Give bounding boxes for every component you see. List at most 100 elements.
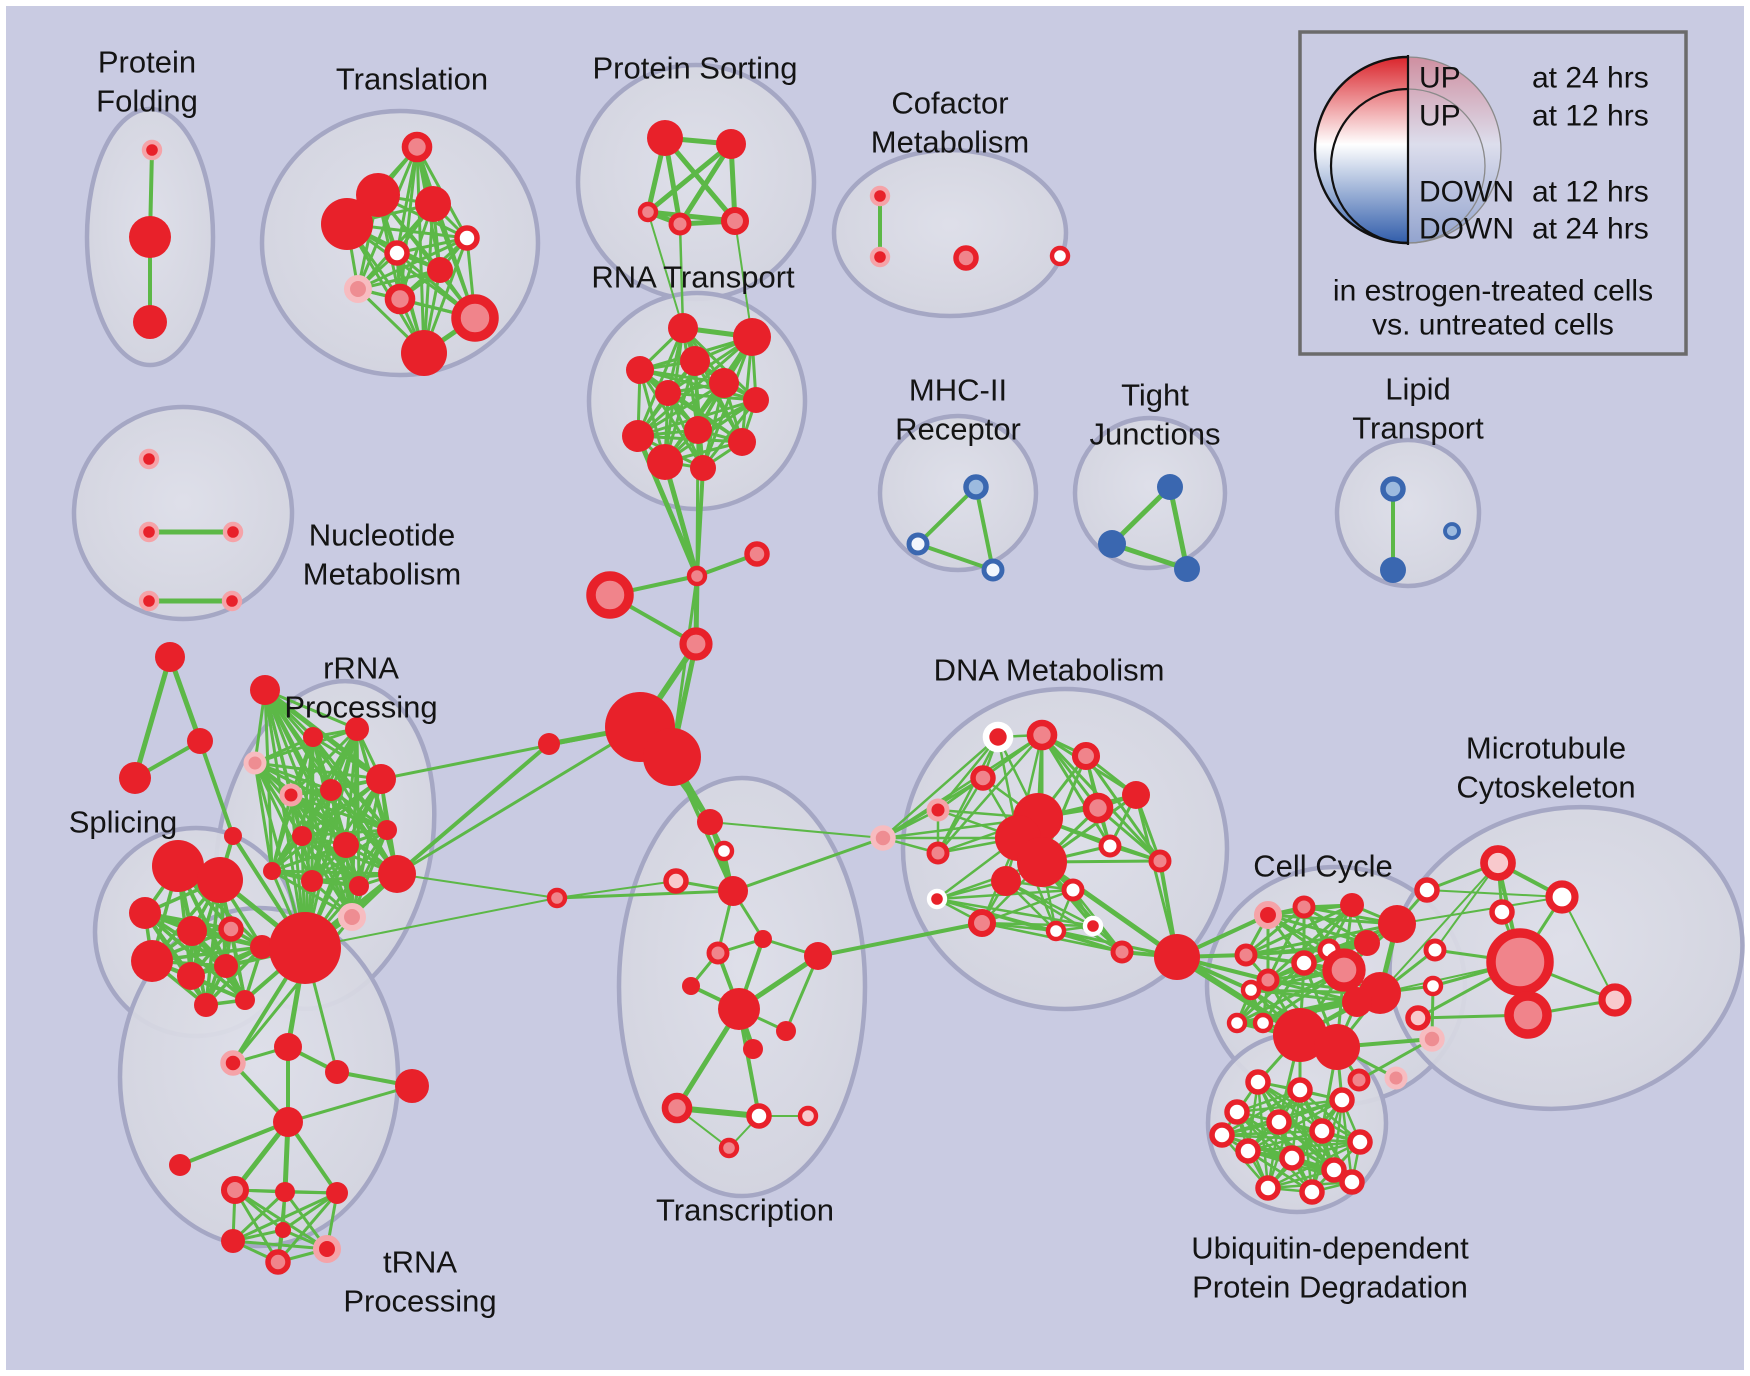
network-edge — [638, 368, 758, 402]
network-node — [991, 866, 1021, 896]
network-node — [713, 840, 735, 862]
network-node — [1378, 905, 1416, 943]
network-node — [454, 225, 480, 251]
network-node — [697, 809, 723, 835]
network-edge — [1235, 1098, 1344, 1114]
network-edge — [198, 739, 235, 838]
network-edge — [178, 1120, 290, 1167]
network-node — [1339, 1169, 1365, 1195]
network-node — [1314, 1024, 1360, 1070]
network-node — [1122, 781, 1150, 809]
network-edge — [262, 687, 384, 782]
network-node — [647, 444, 683, 480]
network-node — [356, 173, 400, 217]
network-node — [1245, 1069, 1271, 1095]
network-node — [1235, 1138, 1261, 1164]
network-edge — [1266, 905, 1306, 982]
network-node — [384, 240, 410, 266]
network-edge — [662, 459, 700, 579]
network-edge — [980, 888, 1075, 925]
network-edge — [1220, 1129, 1324, 1137]
network-edge — [916, 485, 978, 546]
network-node — [1347, 1068, 1371, 1092]
network-node — [138, 590, 160, 612]
cluster-rrna-processing-label: rRNA — [323, 651, 399, 686]
network-edge — [253, 761, 274, 873]
legend-time-label: at 24 hrs — [1532, 62, 1649, 95]
network-edge — [270, 777, 383, 873]
network-node — [312, 1234, 342, 1264]
network-node — [686, 565, 708, 587]
network-edge — [1244, 905, 1306, 957]
network-node — [718, 876, 748, 906]
network-node — [141, 139, 163, 161]
network-node — [1423, 938, 1447, 962]
cluster-protein-sorting-label: Protein Sorting — [592, 51, 797, 86]
network-edge — [379, 725, 642, 781]
network-edge — [670, 574, 699, 759]
network-node — [169, 1154, 191, 1176]
network-node — [131, 940, 173, 982]
cluster-cofactor-metabolism-label: Metabolism — [871, 125, 1030, 160]
legend-direction-label: DOWN — [1419, 213, 1514, 246]
network-node — [1291, 950, 1317, 976]
cluster-protein-folding-label: Protein — [98, 45, 196, 80]
network-node — [655, 380, 681, 406]
network-edge — [1396, 896, 1563, 925]
network-node — [1017, 837, 1067, 887]
network-node — [926, 798, 950, 822]
network-node — [718, 988, 760, 1030]
network-node — [1256, 968, 1280, 992]
network-node — [263, 862, 281, 880]
network-node — [1322, 948, 1366, 992]
cluster-nucleotide-metabolism-ellipse — [71, 404, 295, 622]
network-edge — [709, 821, 884, 839]
legend-note-line: in estrogen-treated cells — [1333, 275, 1653, 308]
network-edge — [1434, 862, 1499, 951]
network-node — [378, 855, 416, 893]
network-edge — [556, 880, 677, 899]
network-node — [622, 420, 654, 452]
network-node — [1380, 476, 1406, 502]
network-node — [1209, 1122, 1235, 1148]
network-edge — [276, 1191, 339, 1264]
network-node — [235, 990, 255, 1010]
network-node — [366, 764, 396, 794]
legend-time-label: at 12 hrs — [1532, 100, 1649, 133]
network-nodes — [119, 120, 1632, 1275]
network-edge — [356, 145, 419, 291]
network-node — [1174, 556, 1200, 582]
network-edge — [916, 542, 995, 572]
cluster-rna-transport-label: RNA Transport — [591, 260, 795, 295]
network-node — [728, 428, 756, 456]
network-node — [194, 993, 218, 1017]
network-edge — [1379, 862, 1499, 994]
network-node — [754, 930, 772, 948]
network-node — [321, 198, 373, 250]
network-node — [1504, 991, 1552, 1039]
network-node — [1419, 1026, 1445, 1052]
network-node — [870, 825, 896, 851]
network-edge — [395, 742, 551, 876]
network-edge — [1266, 913, 1399, 926]
legend-inner-ring-left-arc — [1329, 87, 1409, 245]
network-node — [177, 962, 205, 990]
network-node — [1273, 1008, 1327, 1062]
cluster-microtubule-cytoskeleton-label: Cytoskeleton — [1456, 770, 1635, 805]
network-edge — [356, 236, 469, 291]
network-edge — [1244, 922, 1399, 957]
cluster-trna-processing-label: tRNA — [383, 1245, 457, 1280]
network-edge — [345, 222, 477, 320]
network-edge — [695, 428, 700, 578]
cluster-translation-label: Translation — [336, 62, 488, 97]
network-node — [326, 1182, 348, 1204]
network-node — [279, 783, 303, 807]
cluster-rrna-processing-label: Processing — [284, 690, 437, 725]
network-node — [301, 870, 323, 892]
network-edge — [936, 735, 1000, 855]
network-node — [668, 313, 698, 343]
network-node — [1255, 1175, 1281, 1201]
cluster-splicing-label: Splicing — [69, 805, 178, 840]
cluster-tight-junctions-label: Junctions — [1090, 417, 1221, 452]
network-edge — [253, 761, 333, 792]
